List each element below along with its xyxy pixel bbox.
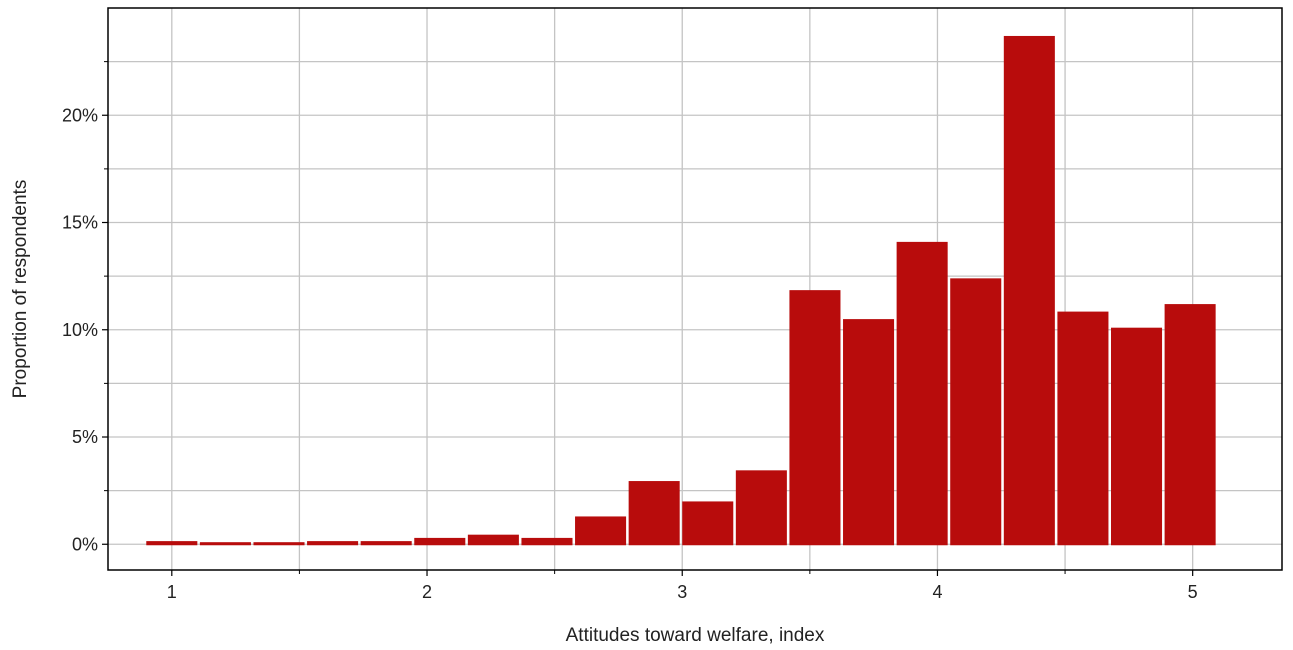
y-tick-label: 0% <box>72 534 98 554</box>
x-tick-label: 3 <box>677 582 687 602</box>
y-tick-label: 10% <box>62 320 98 340</box>
bar <box>843 319 895 546</box>
bar <box>1057 311 1109 546</box>
bar <box>1111 327 1163 546</box>
x-tick-label: 1 <box>167 582 177 602</box>
bar <box>414 537 466 546</box>
y-tick-label: 5% <box>72 427 98 447</box>
x-tick-label: 2 <box>422 582 432 602</box>
bar <box>199 542 251 546</box>
bar <box>521 537 573 546</box>
bar <box>896 241 948 546</box>
plot-frame <box>107 7 1283 571</box>
bar <box>1003 35 1055 546</box>
bar <box>360 541 412 546</box>
bar <box>628 481 680 546</box>
y-tick-label: 15% <box>62 213 98 233</box>
bar <box>1164 304 1216 546</box>
x-tick-label: 5 <box>1188 582 1198 602</box>
bar <box>575 516 627 546</box>
bar <box>146 541 198 546</box>
bar <box>307 541 359 546</box>
bar <box>682 501 734 546</box>
x-axis-title: Attitudes toward welfare, index <box>566 625 825 646</box>
axis-ticks: 0% 5% 10% 15% 20% 1 2 3 4 5 <box>62 61 1198 602</box>
bar <box>253 542 305 546</box>
y-tick-label: 20% <box>62 105 98 125</box>
bar <box>735 470 787 546</box>
bar <box>467 534 519 546</box>
y-axis-title: Proportion of respondents <box>10 180 31 399</box>
x-tick-label: 4 <box>932 582 942 602</box>
bars <box>146 35 1216 546</box>
bar <box>950 278 1002 546</box>
bar <box>789 290 841 546</box>
